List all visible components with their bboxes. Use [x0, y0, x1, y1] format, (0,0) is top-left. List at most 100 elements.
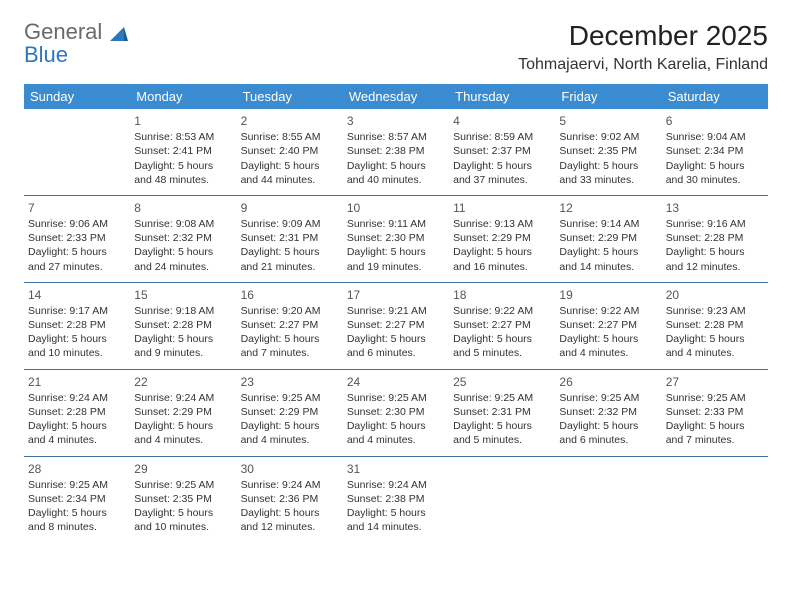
sunset-line: Sunset: 2:35 PM [559, 144, 657, 158]
day-number: 19 [559, 287, 657, 303]
sunset-line: Sunset: 2:28 PM [666, 231, 764, 245]
sunset-line: Sunset: 2:27 PM [559, 318, 657, 332]
calendar-day-cell: 1Sunrise: 8:53 AMSunset: 2:41 PMDaylight… [130, 109, 236, 195]
sunrise-line: Sunrise: 9:17 AM [28, 304, 126, 318]
sunrise-line: Sunrise: 9:21 AM [347, 304, 445, 318]
daylight-line: Daylight: 5 hours and 4 minutes. [347, 419, 445, 447]
sunset-line: Sunset: 2:28 PM [28, 318, 126, 332]
calendar-day-cell: 27Sunrise: 9:25 AMSunset: 2:33 PMDayligh… [662, 369, 768, 456]
day-number: 5 [559, 113, 657, 129]
calendar-day-cell: 24Sunrise: 9:25 AMSunset: 2:30 PMDayligh… [343, 369, 449, 456]
calendar-day-cell: 26Sunrise: 9:25 AMSunset: 2:32 PMDayligh… [555, 369, 661, 456]
daylight-line: Daylight: 5 hours and 12 minutes. [666, 245, 764, 273]
sunrise-line: Sunrise: 9:22 AM [559, 304, 657, 318]
day-number: 10 [347, 200, 445, 216]
day-number: 26 [559, 374, 657, 390]
calendar-day-cell: 14Sunrise: 9:17 AMSunset: 2:28 PMDayligh… [24, 282, 130, 369]
sunset-line: Sunset: 2:31 PM [453, 405, 551, 419]
calendar-day-cell: 19Sunrise: 9:22 AMSunset: 2:27 PMDayligh… [555, 282, 661, 369]
day-number: 11 [453, 200, 551, 216]
daylight-line: Daylight: 5 hours and 4 minutes. [134, 419, 232, 447]
daylight-line: Daylight: 5 hours and 44 minutes. [241, 159, 339, 187]
calendar-week-row: 21Sunrise: 9:24 AMSunset: 2:28 PMDayligh… [24, 369, 768, 456]
daylight-line: Daylight: 5 hours and 7 minutes. [241, 332, 339, 360]
weekday-header: Wednesday [343, 84, 449, 109]
sunset-line: Sunset: 2:27 PM [347, 318, 445, 332]
calendar-day-cell [555, 456, 661, 542]
day-number: 22 [134, 374, 232, 390]
header: General Blue December 2025 Tohmajaervi, … [24, 20, 768, 74]
day-number: 3 [347, 113, 445, 129]
sunset-line: Sunset: 2:37 PM [453, 144, 551, 158]
day-number: 31 [347, 461, 445, 477]
sunrise-line: Sunrise: 8:57 AM [347, 130, 445, 144]
sunset-line: Sunset: 2:34 PM [28, 492, 126, 506]
sunset-line: Sunset: 2:28 PM [666, 318, 764, 332]
daylight-line: Daylight: 5 hours and 16 minutes. [453, 245, 551, 273]
day-number: 14 [28, 287, 126, 303]
calendar-day-cell: 18Sunrise: 9:22 AMSunset: 2:27 PMDayligh… [449, 282, 555, 369]
day-number: 28 [28, 461, 126, 477]
day-number: 9 [241, 200, 339, 216]
daylight-line: Daylight: 5 hours and 19 minutes. [347, 245, 445, 273]
sunset-line: Sunset: 2:32 PM [559, 405, 657, 419]
daylight-line: Daylight: 5 hours and 6 minutes. [347, 332, 445, 360]
day-number: 17 [347, 287, 445, 303]
calendar-day-cell: 17Sunrise: 9:21 AMSunset: 2:27 PMDayligh… [343, 282, 449, 369]
logo-line2: Blue [24, 42, 68, 67]
logo-sail-icon [110, 25, 128, 41]
daylight-line: Daylight: 5 hours and 12 minutes. [241, 506, 339, 534]
weekday-header: Sunday [24, 84, 130, 109]
day-number: 16 [241, 287, 339, 303]
calendar-day-cell: 30Sunrise: 9:24 AMSunset: 2:36 PMDayligh… [237, 456, 343, 542]
day-number: 6 [666, 113, 764, 129]
day-number: 25 [453, 374, 551, 390]
weekday-header: Friday [555, 84, 661, 109]
daylight-line: Daylight: 5 hours and 4 minutes. [666, 332, 764, 360]
calendar-day-cell: 11Sunrise: 9:13 AMSunset: 2:29 PMDayligh… [449, 195, 555, 282]
sunrise-line: Sunrise: 9:20 AM [241, 304, 339, 318]
weekday-header: Monday [130, 84, 236, 109]
sunset-line: Sunset: 2:30 PM [347, 405, 445, 419]
weekday-header: Thursday [449, 84, 555, 109]
day-number: 18 [453, 287, 551, 303]
daylight-line: Daylight: 5 hours and 30 minutes. [666, 159, 764, 187]
calendar-day-cell: 29Sunrise: 9:25 AMSunset: 2:35 PMDayligh… [130, 456, 236, 542]
daylight-line: Daylight: 5 hours and 10 minutes. [134, 506, 232, 534]
daylight-line: Daylight: 5 hours and 5 minutes. [453, 332, 551, 360]
calendar-day-cell: 12Sunrise: 9:14 AMSunset: 2:29 PMDayligh… [555, 195, 661, 282]
day-number: 29 [134, 461, 232, 477]
daylight-line: Daylight: 5 hours and 4 minutes. [28, 419, 126, 447]
sunset-line: Sunset: 2:36 PM [241, 492, 339, 506]
calendar-day-cell: 3Sunrise: 8:57 AMSunset: 2:38 PMDaylight… [343, 109, 449, 195]
calendar-day-cell: 4Sunrise: 8:59 AMSunset: 2:37 PMDaylight… [449, 109, 555, 195]
calendar-day-cell: 25Sunrise: 9:25 AMSunset: 2:31 PMDayligh… [449, 369, 555, 456]
sunrise-line: Sunrise: 9:16 AM [666, 217, 764, 231]
sunset-line: Sunset: 2:28 PM [28, 405, 126, 419]
calendar-week-row: 28Sunrise: 9:25 AMSunset: 2:34 PMDayligh… [24, 456, 768, 542]
day-number: 23 [241, 374, 339, 390]
weekday-header: Saturday [662, 84, 768, 109]
sunrise-line: Sunrise: 8:55 AM [241, 130, 339, 144]
sunrise-line: Sunrise: 9:25 AM [241, 391, 339, 405]
sunset-line: Sunset: 2:33 PM [666, 405, 764, 419]
calendar-week-row: 1Sunrise: 8:53 AMSunset: 2:41 PMDaylight… [24, 109, 768, 195]
day-number: 12 [559, 200, 657, 216]
sunset-line: Sunset: 2:29 PM [453, 231, 551, 245]
sunrise-line: Sunrise: 9:24 AM [134, 391, 232, 405]
calendar-day-cell: 8Sunrise: 9:08 AMSunset: 2:32 PMDaylight… [130, 195, 236, 282]
sunset-line: Sunset: 2:29 PM [241, 405, 339, 419]
sunrise-line: Sunrise: 9:25 AM [559, 391, 657, 405]
weekday-header: Tuesday [237, 84, 343, 109]
sunrise-line: Sunrise: 8:59 AM [453, 130, 551, 144]
calendar-day-cell: 6Sunrise: 9:04 AMSunset: 2:34 PMDaylight… [662, 109, 768, 195]
daylight-line: Daylight: 5 hours and 8 minutes. [28, 506, 126, 534]
daylight-line: Daylight: 5 hours and 6 minutes. [559, 419, 657, 447]
sunset-line: Sunset: 2:34 PM [666, 144, 764, 158]
sunrise-line: Sunrise: 9:13 AM [453, 217, 551, 231]
sunrise-line: Sunrise: 9:09 AM [241, 217, 339, 231]
daylight-line: Daylight: 5 hours and 5 minutes. [453, 419, 551, 447]
sunrise-line: Sunrise: 9:06 AM [28, 217, 126, 231]
sunset-line: Sunset: 2:35 PM [134, 492, 232, 506]
sunset-line: Sunset: 2:27 PM [241, 318, 339, 332]
